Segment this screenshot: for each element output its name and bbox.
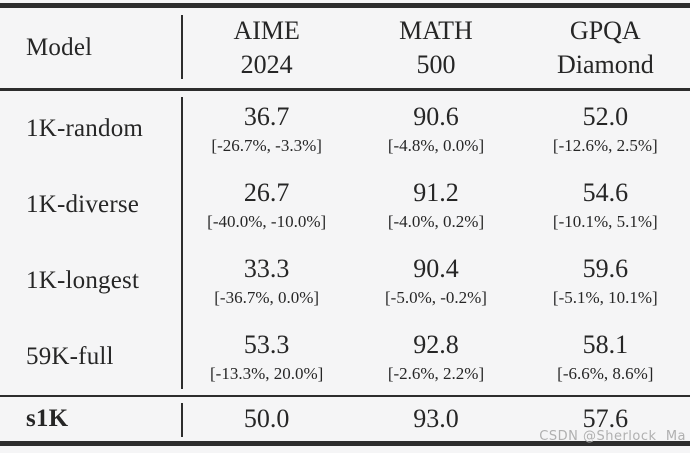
table-footer-row: s1K 50.0 93.0 57.6: [0, 397, 690, 441]
row-values: 50.0 93.0 57.6: [182, 397, 690, 441]
table-row: 1K-random 36.7 [-26.7%, -3.3%] 90.6 [-4.…: [0, 91, 690, 167]
cell-confidence-interval: [-4.8%, 0.0%]: [387, 135, 485, 155]
row-values: 36.7 [-26.7%, -3.3%] 90.6 [-4.8%, 0.0%] …: [182, 91, 690, 167]
cell-confidence-interval: [-40.0%, -10.0%]: [207, 211, 327, 231]
cell-score: 26.7: [243, 177, 290, 207]
cell-score: 91.2: [413, 177, 459, 207]
row-values: 53.3 [-13.3%, 20.0%] 92.8 [-2.6%, 2.2%] …: [182, 319, 690, 395]
cell-confidence-interval: [-10.1%, 5.1%]: [552, 211, 658, 231]
cell-aime: 26.7 [-40.0%, -10.0%]: [182, 167, 351, 243]
cell-score: 92.8: [413, 329, 459, 359]
cell-score: 90.4: [413, 253, 459, 283]
row-values: 26.7 [-40.0%, -10.0%] 91.2 [-4.0%, 0.2%]…: [182, 167, 690, 243]
cell-score: 57.6: [582, 404, 629, 434]
cell-score: 54.6: [582, 177, 629, 207]
cell-confidence-interval: [-4.0%, 0.2%]: [387, 211, 485, 231]
cell-math: 90.4 [-5.0%, -0.2%]: [351, 243, 520, 319]
cell-math: 91.2 [-4.0%, 0.2%]: [351, 167, 520, 243]
table-row: 59K-full 53.3 [-13.3%, 20.0%] 92.8 [-2.6…: [0, 319, 690, 395]
cell-aime: 53.3 [-13.3%, 20.0%]: [182, 319, 351, 395]
row-label-1k-random: 1K-random: [26, 115, 144, 142]
cell-gpqa: 52.0 [-12.6%, 2.5%]: [521, 91, 690, 167]
vertical-divider: [181, 403, 183, 437]
cell-score: 33.3: [243, 253, 290, 283]
footer-separator-rule: [0, 395, 690, 397]
header-col-math-line1: MATH: [399, 15, 473, 45]
row-label-1k-diverse: 1K-diverse: [26, 191, 140, 218]
cell-score: 90.6: [413, 101, 459, 131]
cell-gpqa: 59.6 [-5.1%, 10.1%]: [521, 243, 690, 319]
table-row: 1K-diverse 26.7 [-40.0%, -10.0%] 91.2 [-…: [0, 167, 690, 243]
row-label-59k-full: 59K-full: [26, 343, 114, 370]
cell-confidence-interval: [-26.7%, -3.3%]: [211, 135, 322, 155]
bottom-rule: [0, 441, 690, 446]
row-label-1k-longest: 1K-longest: [26, 267, 140, 294]
cell-aime: 50.0: [182, 397, 351, 441]
cell-score: 53.3: [243, 329, 290, 359]
cell-confidence-interval: [-12.6%, 2.5%]: [552, 135, 658, 155]
top-rule: [0, 3, 690, 8]
cell-score: 52.0: [582, 101, 629, 131]
cell-math: 93.0: [351, 397, 520, 441]
cell-gpqa: 58.1 [-6.6%, 8.6%]: [521, 319, 690, 395]
cell-score: 50.0: [243, 404, 290, 434]
header-separator-rule: [0, 88, 690, 91]
cell-aime: 36.7 [-26.7%, -3.3%]: [182, 91, 351, 167]
cell-math: 92.8 [-2.6%, 2.2%]: [351, 319, 520, 395]
header-model-label: Model: [26, 34, 93, 61]
cell-confidence-interval: [-2.6%, 2.2%]: [387, 363, 485, 383]
table-header-row: Model AIME 2024 MATH 500 GPQA Diamond: [0, 8, 690, 88]
cell-confidence-interval: [-36.7%, 0.0%]: [214, 287, 320, 307]
cell-gpqa: 57.6: [521, 397, 690, 441]
header-col-aime: AIME 2024: [182, 8, 351, 88]
vertical-divider: [181, 97, 183, 389]
cell-score: 59.6: [582, 253, 629, 283]
cell-confidence-interval: [-13.3%, 20.0%]: [210, 363, 324, 383]
cell-gpqa: 54.6 [-10.1%, 5.1%]: [521, 167, 690, 243]
row-values: 33.3 [-36.7%, 0.0%] 90.4 [-5.0%, -0.2%] …: [182, 243, 690, 319]
cell-score: 36.7: [243, 101, 290, 131]
cell-confidence-interval: [-5.1%, 10.1%]: [552, 287, 658, 307]
header-col-gpqa: GPQA Diamond: [521, 8, 690, 88]
header-col-aime-line2: 2024: [240, 50, 293, 79]
csdn-watermark: CSDN @Sherlock Ma: [539, 429, 686, 444]
header-col-aime-line1: AIME: [233, 15, 300, 45]
row-label-s1k: s1K: [26, 405, 69, 432]
cell-score: 58.1: [582, 329, 629, 359]
cell-score: 93.0: [413, 404, 459, 434]
cell-aime: 33.3 [-36.7%, 0.0%]: [182, 243, 351, 319]
header-col-gpqa-line1: GPQA: [569, 15, 641, 45]
vertical-divider: [181, 15, 183, 79]
cell-confidence-interval: [-6.6%, 8.6%]: [557, 363, 654, 383]
table-row: 1K-longest 33.3 [-36.7%, 0.0%] 90.4 [-5.…: [0, 243, 690, 319]
cell-confidence-interval: [-5.0%, -0.2%]: [385, 287, 487, 307]
cell-math: 90.6 [-4.8%, 0.0%]: [351, 91, 520, 167]
header-col-math: MATH 500: [351, 8, 520, 88]
header-col-math-line2: 500: [416, 50, 456, 79]
header-col-gpqa-line2: Diamond: [556, 50, 654, 79]
header-columns: AIME 2024 MATH 500 GPQA Diamond: [182, 8, 690, 88]
